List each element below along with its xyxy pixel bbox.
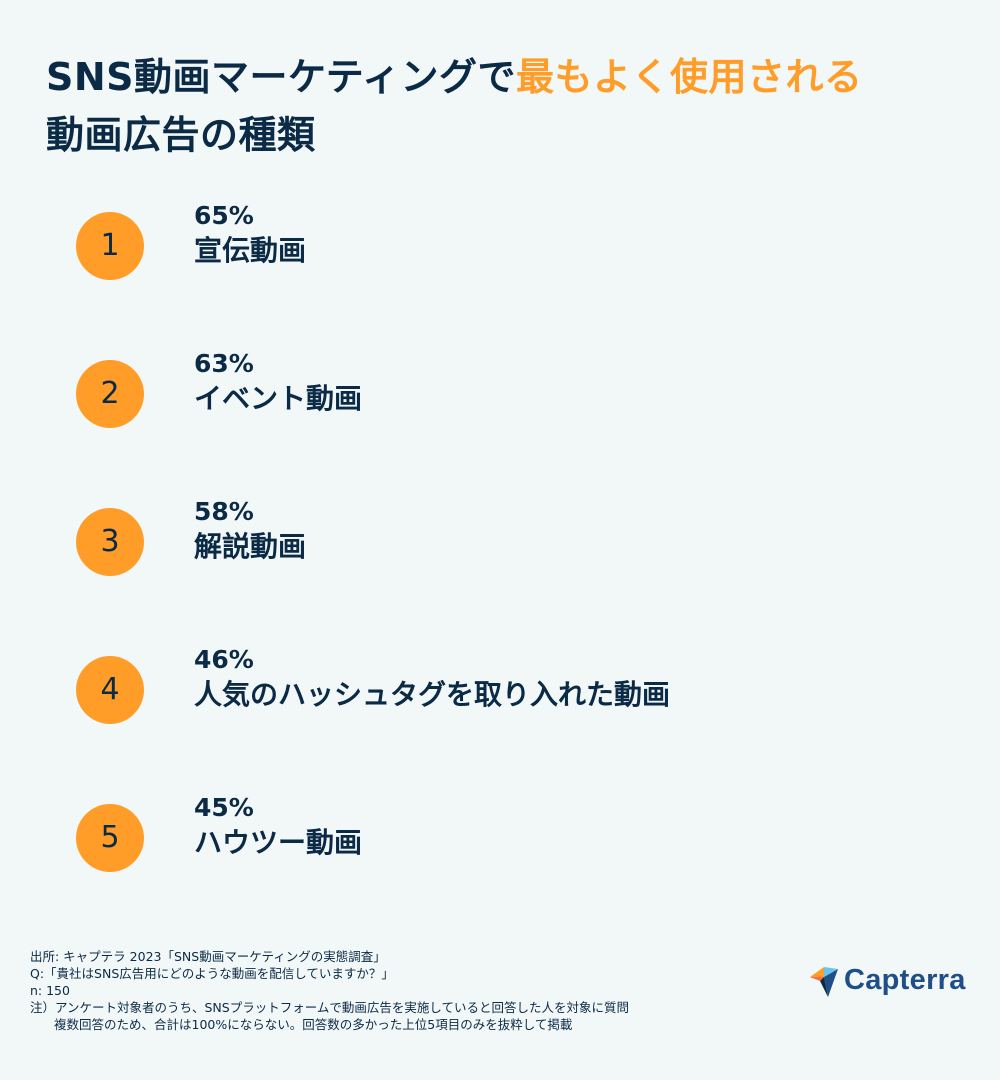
rank-percentage: 45% [194,793,254,822]
rank-label: イベント動画 [194,382,363,415]
rank-item-4: 4 46% 人気のハッシュタグを取り入れた動画 [0,645,1000,767]
sample-size-note: n: 150 [30,983,70,998]
rank-item-1: 1 65% 宣伝動画 [0,201,1000,323]
rank-item-5: 5 45% ハウツー動画 [0,793,1000,915]
rank-badge: 4 [76,656,144,724]
capterra-logo: Capterra [808,962,978,1002]
rank-percentage: 65% [194,201,254,230]
title-part2: 動画広告の種類 [46,113,316,157]
rank-badge: 3 [76,508,144,576]
rank-label: ハウツー動画 [194,826,363,859]
capterra-arrow-icon [810,967,838,997]
rank-percentage: 46% [194,645,254,674]
rank-list: 1 65% 宣伝動画 2 63% イベント動画 3 58% 解説動画 4 46% 人気のハッシュタグを… [0,201,1000,872]
rank-badge: 2 [76,360,144,428]
note-1: 注）アンケート対象者のうち、SNSプラットフォームで動画広告を実施していると回答… [30,1000,629,1015]
rank-label: 解説動画 [194,530,307,563]
title-part1: SNS動画マーケティングで [46,55,517,99]
logo-text: Capterra [844,964,966,996]
rank-label: 宣伝動画 [194,234,307,267]
rank-badge: 5 [76,804,144,872]
rank-item-2: 2 63% イベント動画 [0,349,1000,471]
question-note: Q:「貴社はSNS広告用にどのような動画を配信していますか？」 [30,966,394,981]
chart-title: SNS動画マーケティングで最もよく使用される 動画広告の種類 [46,48,966,164]
rank-label: 人気のハッシュタグを取り入れた動画 [194,678,671,711]
rank-percentage: 63% [194,349,254,378]
rank-percentage: 58% [194,497,254,526]
rank-badge: 1 [76,212,144,280]
source-note: 出所: キャプテラ 2023「SNS動画マーケティングの実態調査」 [30,949,386,964]
rank-item-3: 3 58% 解説動画 [0,497,1000,619]
footnotes: 出所: キャプテラ 2023「SNS動画マーケティングの実態調査」 Q:「貴社は… [30,948,730,1033]
title-accent: 最もよく使用される [516,55,863,99]
note-2: 複数回答のため、合計は100%にならない。回答数の多かった上位5項目のみを抜粋し… [54,1017,573,1032]
